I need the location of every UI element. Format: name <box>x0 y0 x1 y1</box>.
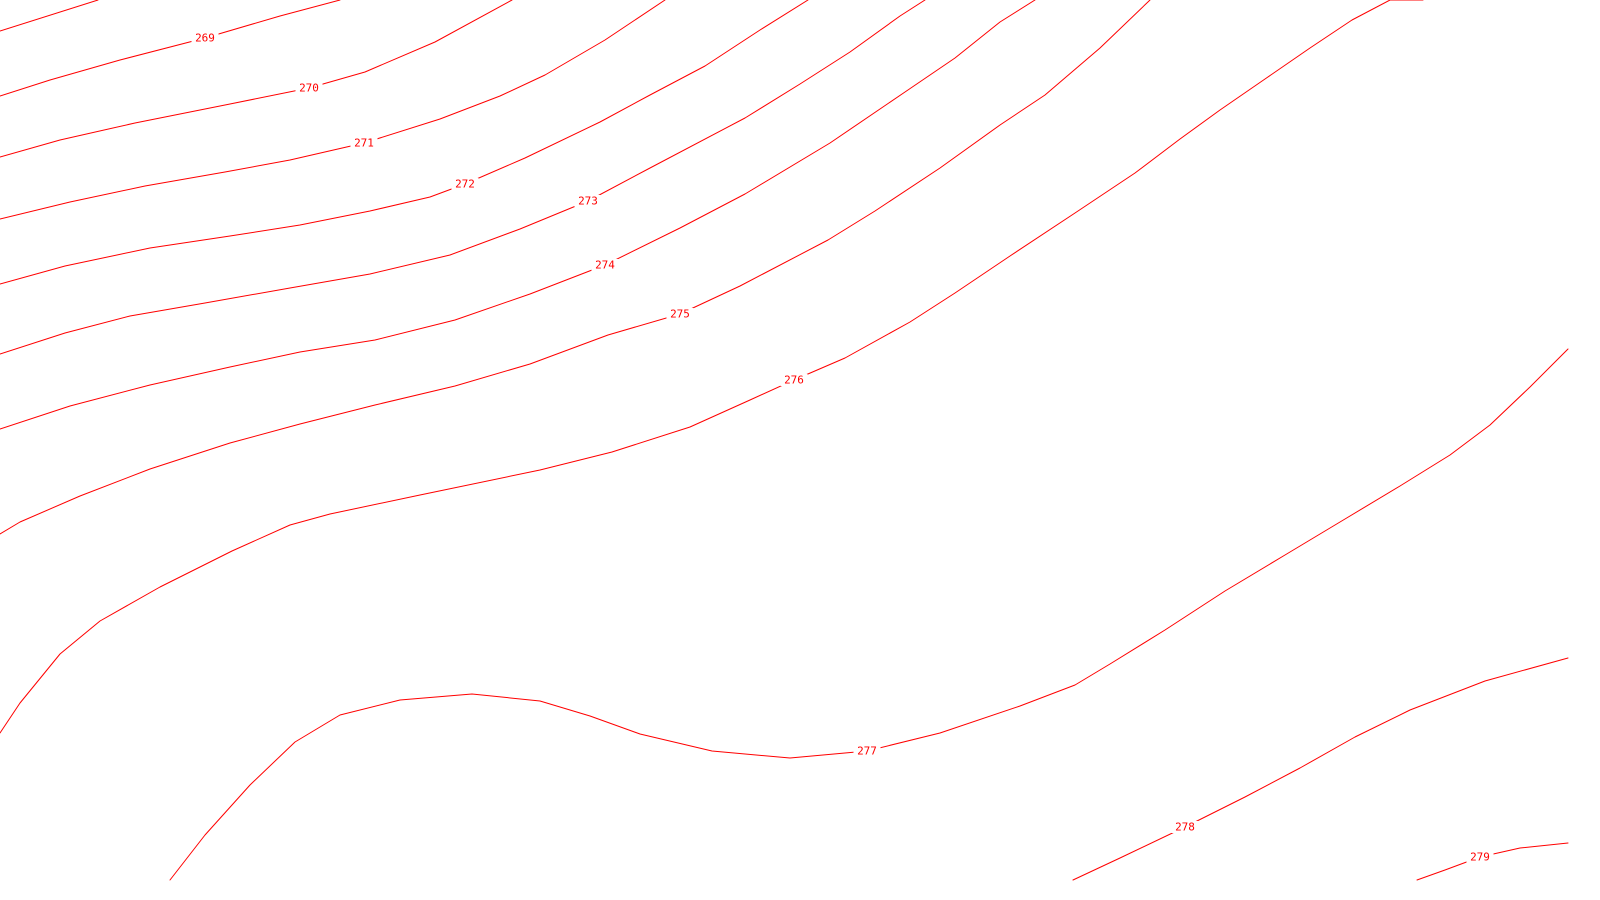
contour-272-line <box>0 0 809 285</box>
contour-276-label-mask <box>780 374 808 386</box>
contour-274-line <box>0 0 1036 430</box>
contour-271-label-mask <box>350 137 378 149</box>
contour-278-label-mask <box>1171 821 1199 833</box>
contour-labels: 269 270 271 272 273 274 275 276 277 278 279 <box>191 32 1494 864</box>
contour-270-line <box>0 0 513 158</box>
contour-275-line <box>0 0 1151 535</box>
contour-275-label: 275 <box>670 308 690 321</box>
contour-279-label-mask <box>1466 851 1494 863</box>
contour-277-label: 277 <box>857 745 877 758</box>
contour-272-label-mask <box>451 178 479 190</box>
contour-274-label-mask <box>591 259 619 271</box>
contour-269-line <box>0 0 341 97</box>
contour-271-label: 271 <box>354 137 374 150</box>
contour-272-label: 272 <box>455 178 475 191</box>
contour-273-line <box>0 0 926 355</box>
contour-274-label: 274 <box>595 259 615 272</box>
contour-276-label: 276 <box>784 374 804 387</box>
contour-270-label: 270 <box>299 82 319 95</box>
contour-270-label-mask <box>295 82 323 94</box>
contour-277-label-mask <box>853 745 881 757</box>
contour-269-label: 269 <box>195 32 215 45</box>
contour-275-label-mask <box>666 308 694 320</box>
contour-268-line <box>0 0 99 32</box>
contour-278-label: 278 <box>1175 821 1195 834</box>
contour-279-label: 279 <box>1470 851 1490 864</box>
contour-273-label-mask <box>574 195 602 207</box>
contour-277-line <box>169 348 1569 881</box>
contour-269-label-mask <box>191 32 219 44</box>
contour-273-label: 273 <box>578 195 598 208</box>
contour-278-line <box>1072 657 1569 881</box>
